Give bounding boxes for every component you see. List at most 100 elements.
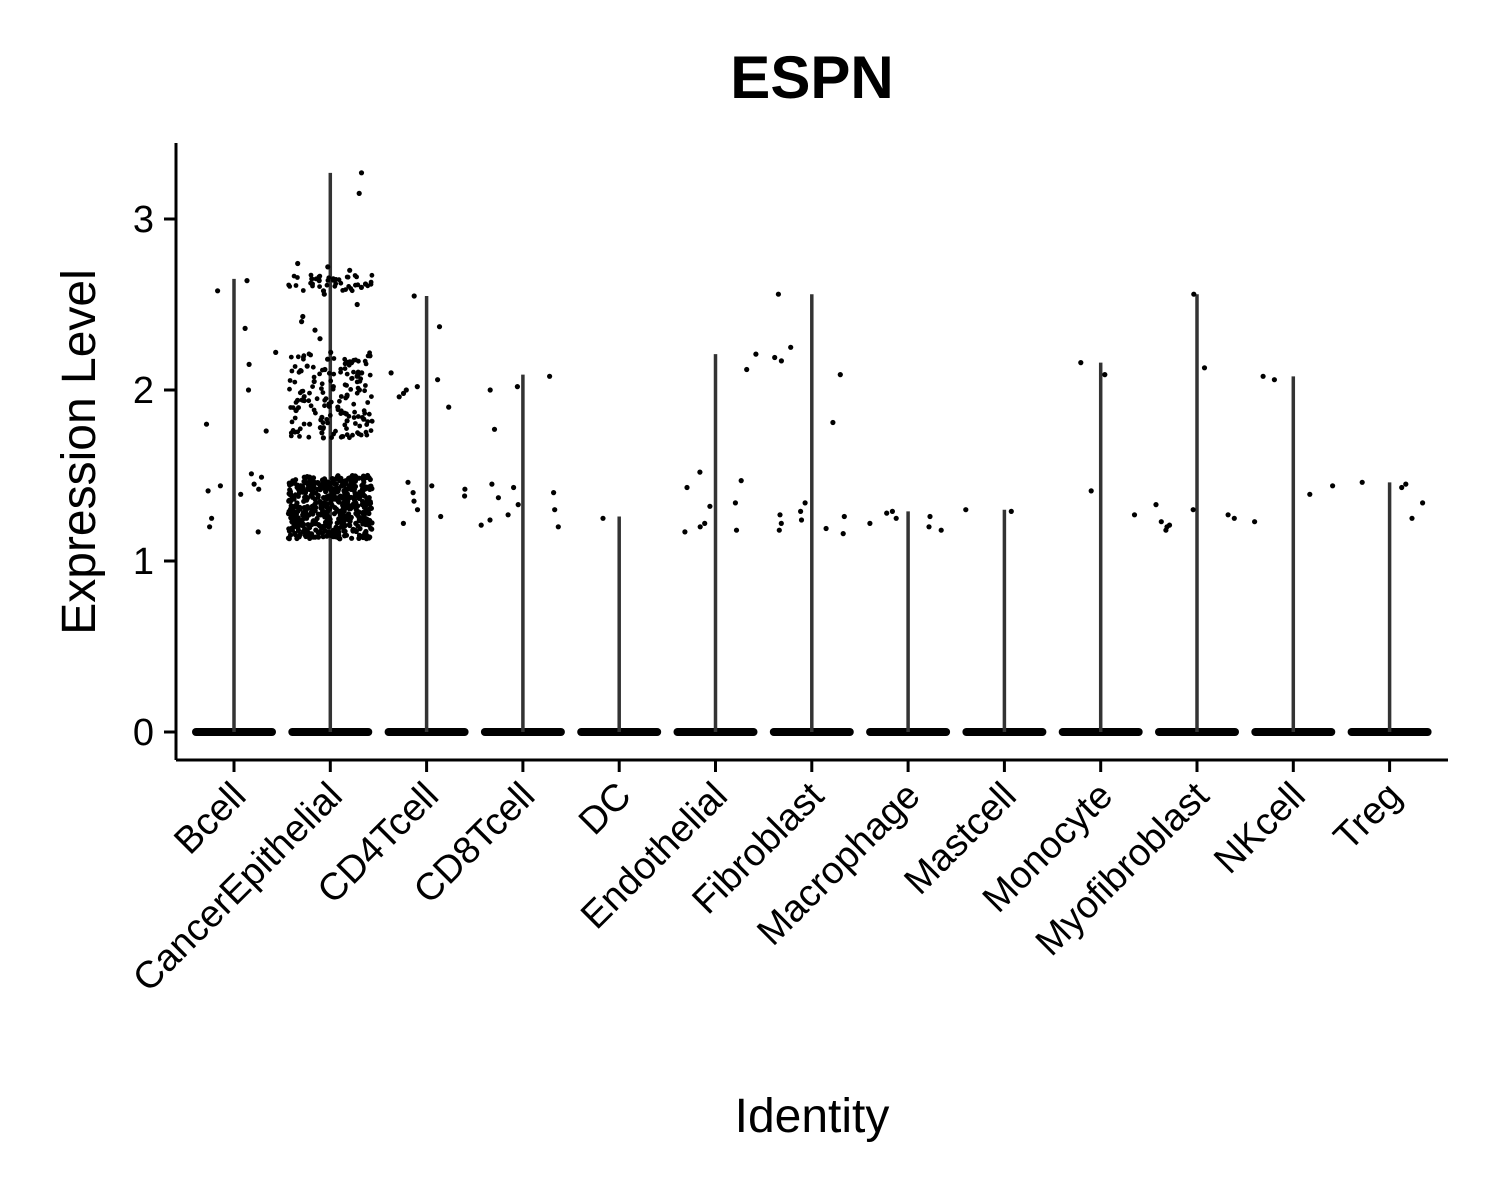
point-cancerepithelial [288,481,294,487]
point-fibroblast [775,291,782,297]
point-cancerepithelial [336,518,343,525]
point-cancerepithelial [352,490,358,496]
point-cancerepithelial [365,419,371,424]
point-cancerepithelial [350,526,356,533]
point-cancerepithelial [369,394,374,399]
point-cancerepithelial [368,428,374,433]
point-endothelial [738,478,744,484]
point-bcell [263,428,269,434]
point-cancerepithelial [306,351,312,357]
x-tick-label-bcell: Bcell [166,775,254,863]
point-cancerepithelial [329,496,335,502]
point-cancerepithelial [356,358,361,364]
point-cancerepithelial [299,319,305,325]
point-cancerepithelial [310,364,316,370]
point-cancerepithelial [295,260,301,267]
point-cancerepithelial [300,513,306,519]
point-cancerepithelial [325,278,331,283]
point-cancerepithelial [311,378,317,385]
point-bcell [273,349,279,355]
point-cancerepithelial [331,371,337,377]
point-cd8tcell [487,517,493,523]
point-cd8tcell [551,490,557,496]
point-cancerepithelial [343,486,349,492]
point-cancerepithelial [307,421,313,427]
point-treg [1420,500,1426,506]
point-cd4tcell [462,493,468,499]
point-cancerepithelial [301,474,307,480]
point-cancerepithelial [347,475,353,481]
point-cancerepithelial [291,512,297,518]
point-cancerepithelial [361,476,367,482]
y-tick-label-1: 1 [133,541,154,583]
point-cancerepithelial [338,280,344,286]
point-cancerepithelial [341,528,347,534]
point-fibroblast [798,517,805,523]
point-cancerepithelial [362,358,368,364]
point-bcell [246,361,252,367]
point-cancerepithelial [295,429,301,435]
point-cancerepithelial [340,434,346,439]
point-cancerepithelial [317,483,323,489]
plot-area [192,170,1432,736]
point-cd8tcell [514,384,521,390]
point-cancerepithelial [310,283,315,289]
point-cancerepithelial [303,488,309,494]
point-cancerepithelial [342,356,348,362]
point-cancerepithelial [321,291,327,297]
point-cancerepithelial [344,418,350,424]
point-cancerepithelial [317,284,322,289]
point-myofibroblast [1225,512,1231,518]
point-cancerepithelial [353,282,358,288]
point-cancerepithelial [342,422,348,428]
x-axis-label: Identity [735,1090,890,1143]
point-cancerepithelial [319,430,325,436]
point-cancerepithelial [366,411,372,417]
point-cancerepithelial [357,378,363,384]
point-cancerepithelial [317,336,323,342]
point-cancerepithelial [326,401,332,407]
point-fibroblast [837,372,843,378]
point-cancerepithelial [368,281,374,287]
point-cancerepithelial [325,508,331,514]
point-cancerepithelial [356,475,362,481]
point-cancerepithelial [317,273,323,279]
point-cancerepithelial [287,386,292,392]
point-cancerepithelial [347,267,353,273]
point-bcell [258,474,265,480]
point-cancerepithelial [325,420,330,426]
point-cancerepithelial [307,487,313,493]
point-cancerepithelial [306,434,312,440]
point-nkcell [1330,483,1336,489]
point-cancerepithelial [306,398,312,404]
point-cancerepithelial [292,532,298,538]
point-cancerepithelial [342,382,348,388]
violin-group-nkcell [1251,373,1336,736]
point-cancerepithelial [320,426,326,432]
point-fibroblast [841,513,847,520]
point-cancerepithelial [286,498,292,504]
point-cancerepithelial [338,478,345,484]
point-cancerepithelial [296,405,301,410]
point-cancerepithelial [286,536,292,542]
point-myofibroblast [1231,515,1237,521]
point-bcell [215,288,221,294]
point-cancerepithelial [301,421,307,427]
x-tick-label-nkcell: NKcell [1206,775,1313,882]
point-cancerepithelial [342,410,347,416]
violin-group-myofibroblast [1153,291,1239,736]
point-cd4tcell [462,486,468,492]
point-cancerepithelial [355,414,361,419]
point-cancerepithelial [295,508,301,514]
point-cancerepithelial [357,423,363,429]
point-cancerepithelial [346,505,352,512]
point-cancerepithelial [351,497,358,503]
point-bcell [217,483,223,489]
point-cancerepithelial [292,503,298,509]
point-cancerepithelial [369,418,375,424]
point-myofibroblast [1190,507,1196,513]
point-cancerepithelial [338,394,344,399]
point-endothelial [702,520,708,527]
point-cancerepithelial [315,511,321,517]
